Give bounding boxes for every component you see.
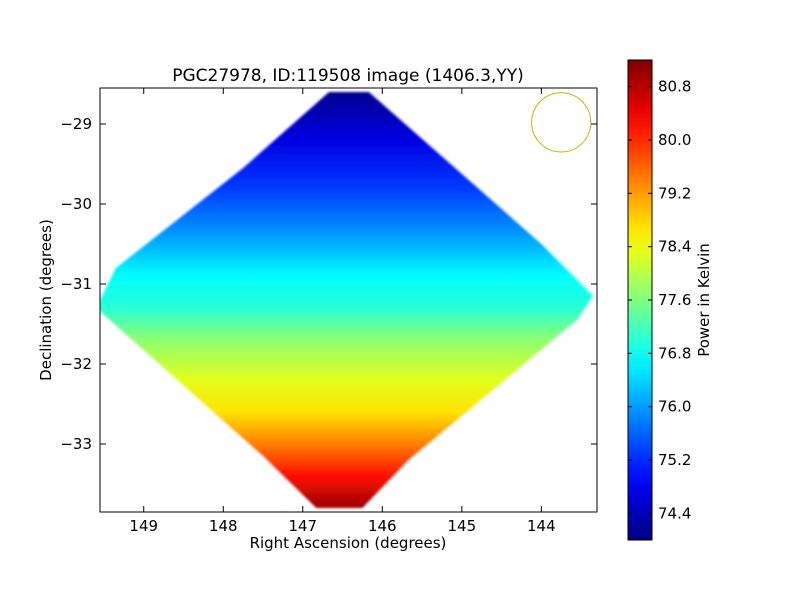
colorbar-tick-label: 75.2: [658, 451, 691, 469]
colorbar-tick-label: 76.0: [658, 398, 691, 416]
x-tick-label: 145: [447, 517, 476, 535]
colorbar-tick-label: 77.6: [658, 291, 691, 309]
y-axis-ticks: −29 −30 −31 −32 −33: [60, 115, 597, 453]
y-axis-label: Declination (degrees): [37, 219, 55, 381]
x-tick-label: 146: [368, 517, 397, 535]
colorbar-tick-label: 79.2: [658, 184, 691, 202]
y-tick-label: −32: [60, 355, 92, 373]
chart-title: PGC27978, ID:119508 image (1406.3,YY): [172, 66, 524, 86]
colorbar-tick-label: 74.4: [658, 504, 691, 522]
y-tick-label: −29: [60, 115, 92, 133]
colorbar-label: Power in Kelvin: [695, 243, 713, 357]
colorbar-tick-label: 76.8: [658, 344, 691, 362]
y-tick-label: −33: [60, 435, 92, 453]
plot-frame: [99, 87, 598, 513]
y-tick-label: −31: [60, 275, 92, 293]
beam-circle: [531, 92, 592, 153]
colorbar-tick-label: 78.4: [658, 238, 691, 256]
x-axis-ticks: 149 148 147 146 145 144: [129, 88, 556, 535]
x-tick-label: 144: [527, 517, 556, 535]
x-tick-label: 149: [129, 517, 158, 535]
y-tick-label: −30: [60, 195, 92, 213]
x-axis-label: Right Ascension (degrees): [250, 534, 447, 552]
x-tick-label: 147: [288, 517, 317, 535]
sky-map-footprint: [100, 92, 594, 508]
colorbar-tick-label: 80.0: [658, 131, 691, 149]
x-tick-label: 148: [209, 517, 238, 535]
colorbar-tick-label: 80.8: [658, 78, 691, 96]
colorbar-ticks: 74.4 75.2 76.0 76.8 77.6 78.4 79.2 80.0 80.8: [628, 78, 691, 522]
